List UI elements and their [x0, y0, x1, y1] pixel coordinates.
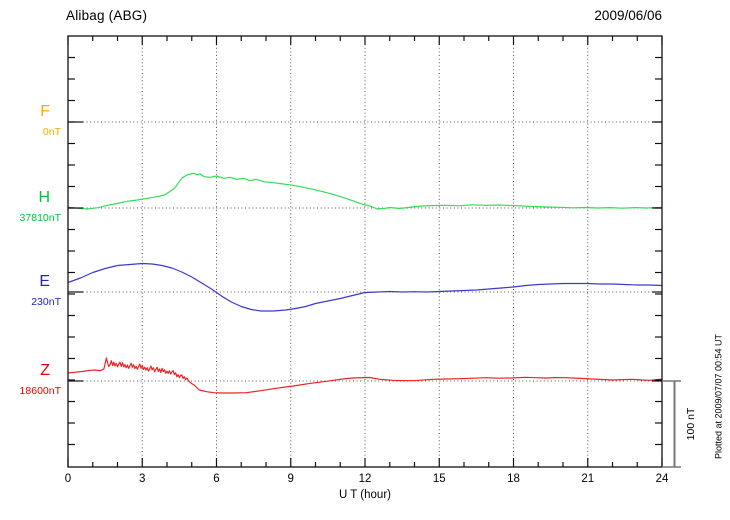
x-tick-label-24: 24	[656, 473, 669, 485]
plot-date: 2009/06/06	[594, 8, 662, 23]
plot-frame	[67, 35, 663, 468]
trace-baseline-Z: 18600nT	[19, 385, 61, 397]
trace-label-E: E	[39, 273, 50, 290]
station-title: Alibag (ABG)	[66, 8, 148, 23]
x-axis-label: U T (hour)	[339, 489, 391, 501]
trace-label-H: H	[38, 189, 50, 206]
x-tick-label-6: 6	[213, 473, 219, 485]
x-tick-label-0: 0	[65, 473, 71, 485]
x-tick-label-9: 9	[288, 473, 294, 485]
trace-H	[67, 172, 663, 210]
trace-label-Z: Z	[40, 362, 50, 379]
x-tick-label-15: 15	[433, 473, 446, 485]
trace-baseline-F: 0nT	[42, 126, 61, 138]
trace-baseline-E: 230nT	[31, 296, 61, 308]
trace-label-F: F	[40, 103, 50, 120]
x-tick-label-18: 18	[507, 473, 520, 485]
trace-E	[67, 262, 663, 312]
x-tick-label-21: 21	[581, 473, 594, 485]
plotted-at-note: Plotted at 2009/07/07 00:54 UT	[713, 333, 724, 460]
trace-baseline-H: 37810nT	[19, 212, 61, 224]
x-tick-label-12: 12	[359, 473, 372, 485]
scale-bar-label: 100 nT	[685, 407, 697, 441]
trace-Z	[67, 357, 663, 394]
x-tick-label-3: 3	[139, 473, 145, 485]
